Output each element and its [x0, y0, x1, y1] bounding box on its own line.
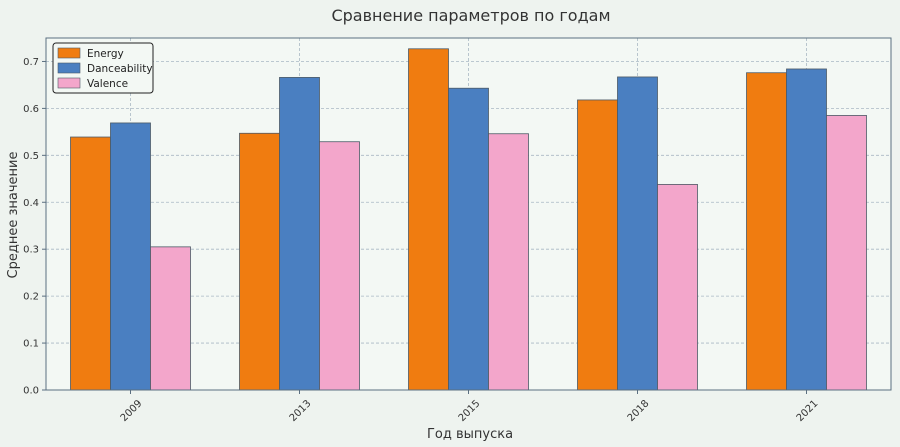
bar-valence-2013	[319, 141, 360, 391]
bar-energy-2013	[239, 132, 280, 391]
bar-danceability-2013	[279, 77, 320, 391]
bar-energy-2009	[70, 136, 111, 391]
y-tick-label: 0.3	[23, 245, 39, 256]
legend-swatch-danceability	[57, 62, 81, 74]
bar-danceability-2009	[110, 122, 151, 391]
x-tick-label: 2015	[457, 398, 483, 424]
legend-swatch-valence	[57, 77, 81, 89]
bar-energy-2018	[577, 99, 618, 391]
bar-valence-2018	[657, 184, 698, 391]
x-tick-label: 2013	[288, 398, 314, 424]
bar-valence-2015	[488, 133, 529, 391]
y-tick-label: 0.7	[23, 57, 39, 68]
bar-valence-2009	[150, 246, 191, 391]
y-tick-label: 0.0	[23, 386, 39, 397]
y-tick-label: 0.4	[23, 198, 39, 209]
bar-energy-2021	[746, 72, 787, 391]
x-tick-label: 2009	[119, 398, 145, 424]
x-tick-label: 2021	[795, 398, 821, 424]
legend-label-energy: Energy	[87, 48, 124, 60]
bar-danceability-2021	[786, 68, 827, 391]
bar-valence-2021	[826, 115, 867, 391]
bar-energy-2015	[408, 48, 449, 391]
legend-label-valence: Valence	[87, 78, 128, 90]
bar-danceability-2018	[617, 76, 658, 391]
y-tick-label: 0.1	[23, 339, 39, 350]
legend-swatch-energy	[57, 47, 81, 59]
chart-title: Сравнение параметров по годам	[331, 6, 610, 25]
legend-label-danceability: Danceability	[87, 63, 153, 75]
y-tick-label: 0.5	[23, 151, 39, 162]
y-tick-label: 0.2	[23, 292, 39, 303]
legend: Energy Danceability Valence	[52, 42, 154, 94]
plot-frame	[45, 37, 892, 391]
bar-danceability-2015	[448, 87, 489, 391]
y-axis-label: Среднее значение	[6, 152, 21, 279]
x-tick-label: 2018	[626, 398, 652, 424]
x-axis-label: Год выпуска	[427, 427, 513, 442]
y-tick-label: 0.6	[23, 104, 39, 115]
